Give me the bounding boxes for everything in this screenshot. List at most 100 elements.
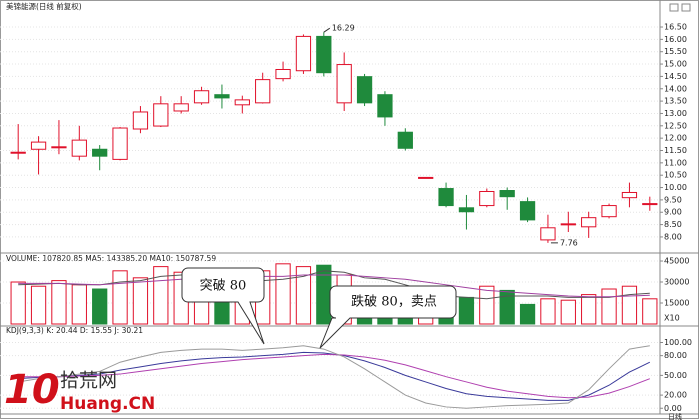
volume-bar bbox=[132, 277, 149, 325]
callout bbox=[181, 267, 265, 345]
y-tick-label: 20.00 bbox=[664, 391, 687, 400]
volume-bar bbox=[519, 303, 536, 325]
max-leader bbox=[323, 27, 331, 33]
volume-bar bbox=[581, 294, 597, 325]
period-tab[interactable]: 日线 bbox=[668, 412, 682, 420]
y-tick-label: 15000 bbox=[664, 299, 689, 308]
y-tick-label: 12.00 bbox=[664, 134, 687, 143]
candle-body bbox=[316, 35, 332, 74]
candle-body bbox=[356, 76, 373, 104]
window-button[interactable] bbox=[669, 3, 679, 12]
candle-body bbox=[479, 190, 495, 207]
candle-body bbox=[193, 90, 210, 104]
volume-bar bbox=[642, 298, 658, 325]
volume-bar bbox=[316, 264, 332, 325]
candle-body bbox=[30, 141, 47, 150]
candle-body bbox=[458, 207, 475, 213]
max-label: 16.29 bbox=[332, 24, 355, 33]
volume-bar bbox=[275, 263, 291, 325]
logo-name: 拾荒网 bbox=[60, 370, 117, 392]
volume-bar bbox=[112, 270, 128, 325]
y-tick-label: 12.50 bbox=[664, 121, 687, 130]
window-button[interactable] bbox=[681, 3, 691, 12]
y-tick-label: 16.00 bbox=[664, 35, 687, 44]
ma-line bbox=[18, 274, 650, 298]
candle-body bbox=[519, 201, 536, 221]
volume-bar bbox=[30, 285, 47, 325]
candle-body bbox=[438, 188, 454, 207]
y-tick-label: 15.50 bbox=[664, 47, 687, 56]
candle-body bbox=[499, 190, 515, 198]
logo-number: 10 bbox=[4, 367, 60, 413]
candle-body bbox=[642, 203, 658, 206]
candle-body bbox=[255, 79, 271, 104]
y-tick-label: 10.50 bbox=[664, 171, 687, 180]
y-tick-label: 11.50 bbox=[664, 146, 687, 155]
callout-text: 跌破 80，卖点 bbox=[351, 294, 437, 310]
candle-body bbox=[418, 176, 434, 179]
callout-text: 突破 80 bbox=[200, 278, 247, 294]
chart-title: 美锦能源(日线 前复权) bbox=[6, 1, 82, 11]
y-tick-label: 100.00 bbox=[664, 338, 692, 347]
candle-body bbox=[132, 111, 149, 130]
kdj-header: KDJ(9,3,3) K: 20.44 D: 15.55 J: 30.21 bbox=[6, 326, 143, 335]
y-tick-label: 9.00 bbox=[664, 208, 682, 217]
kdj-line bbox=[18, 345, 650, 409]
candle-body bbox=[92, 148, 108, 157]
kdj-line bbox=[18, 353, 650, 399]
volume-bar bbox=[621, 285, 638, 325]
volume-header: VOLUME: 107820.85 MA5: 143385.20 MA10: 1… bbox=[6, 254, 216, 263]
candle-body bbox=[275, 68, 291, 80]
volume-bar bbox=[601, 288, 617, 325]
candle-body bbox=[10, 151, 26, 154]
candle-body bbox=[601, 205, 617, 218]
y-tick-label: 16.50 bbox=[664, 23, 687, 32]
candle-body bbox=[560, 223, 576, 226]
min-label: 7.76 bbox=[560, 238, 578, 247]
volume-bar bbox=[458, 296, 475, 325]
logo-domain: Huang.CN bbox=[60, 394, 155, 414]
y-tick-label: 13.00 bbox=[664, 109, 687, 118]
candle-body bbox=[153, 103, 169, 127]
volume-bar bbox=[153, 266, 169, 325]
y-tick-label: 14.50 bbox=[664, 72, 687, 81]
y-tick-label: 14.00 bbox=[664, 84, 687, 93]
y-tick-label: 50.00 bbox=[664, 371, 687, 380]
volume-bar bbox=[499, 289, 515, 325]
volume-bar bbox=[92, 288, 108, 325]
ma-line bbox=[18, 270, 650, 300]
y-tick-label: 9.50 bbox=[664, 195, 682, 204]
candle-body bbox=[581, 217, 597, 228]
callout bbox=[319, 285, 457, 349]
y-tick-label: 0.00 bbox=[664, 404, 682, 413]
volume-bar bbox=[10, 281, 26, 325]
y-tick-label: 45000 bbox=[664, 257, 689, 266]
candle-body bbox=[295, 35, 312, 72]
volume-bar bbox=[71, 284, 87, 325]
volume-bar bbox=[479, 285, 495, 325]
y-tick-label: 10.00 bbox=[664, 183, 687, 192]
volume-bar bbox=[540, 298, 556, 325]
candle-body bbox=[214, 94, 230, 99]
y-tick-label: 11.00 bbox=[664, 158, 687, 167]
candle-body bbox=[397, 131, 413, 149]
candle-body bbox=[234, 99, 250, 106]
y-tick-label: 13.50 bbox=[664, 97, 687, 106]
candle-body bbox=[377, 94, 393, 118]
y-tick-label: 8.00 bbox=[664, 232, 682, 241]
y-tick-label: 8.50 bbox=[664, 220, 682, 229]
candle-body bbox=[112, 127, 128, 160]
candle-body bbox=[173, 103, 189, 112]
candle-body bbox=[621, 191, 638, 199]
volume-bar bbox=[560, 299, 576, 325]
y-tick-label: 30000 bbox=[664, 278, 689, 287]
volume-bar bbox=[51, 280, 67, 325]
y-tick-label: 15.00 bbox=[664, 60, 687, 69]
candle-body bbox=[51, 146, 67, 149]
candle-body bbox=[540, 227, 556, 241]
y-tick-label: 80.00 bbox=[664, 351, 687, 360]
unit-label: X10 bbox=[664, 314, 680, 323]
candle-body bbox=[71, 139, 87, 157]
volume-bar bbox=[295, 266, 312, 325]
